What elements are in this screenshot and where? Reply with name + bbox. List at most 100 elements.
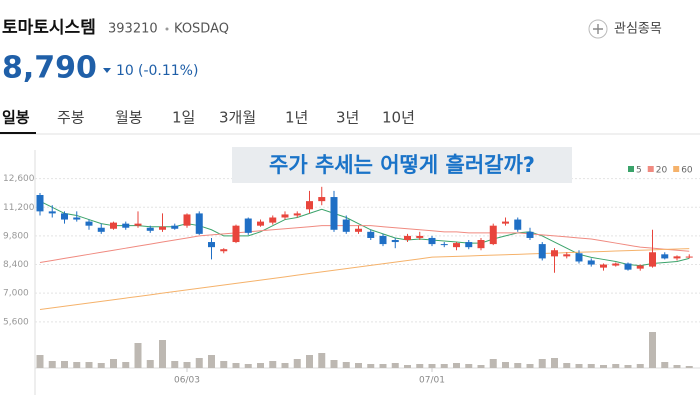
volume-bar: [122, 362, 130, 368]
watch-button[interactable]: 관심종목: [588, 19, 662, 39]
volume-bar: [330, 360, 338, 368]
y-tick-label: 12,600: [3, 174, 35, 184]
period-tab[interactable]: 1년: [285, 109, 308, 127]
volume-bar: [97, 363, 105, 368]
volume-bar: [612, 364, 620, 368]
candle-body: [85, 221, 93, 226]
price: 8,790: [2, 51, 97, 86]
candle-body: [563, 254, 571, 257]
market: KOSDAQ: [174, 22, 229, 37]
candle-body: [551, 250, 558, 257]
stock-code: 393210: [108, 22, 158, 37]
volume-bar: [281, 363, 289, 368]
volume-bar: [85, 362, 93, 368]
volume-bar: [428, 364, 436, 368]
candle-body: [220, 249, 228, 252]
period-tab[interactable]: 주봉: [57, 109, 85, 127]
legend-swatch: [647, 166, 654, 172]
volume-bar: [257, 363, 264, 368]
candle-body: [183, 214, 191, 226]
legend-label: 60: [681, 166, 693, 176]
volume-bar: [685, 366, 693, 368]
volume-bar: [342, 362, 350, 368]
volume-bar: [649, 332, 656, 368]
volume-bar: [244, 364, 252, 368]
volume-bar: [440, 364, 448, 368]
volume-bar: [416, 364, 424, 368]
y-tick-label: 7,000: [3, 289, 29, 299]
candle-body: [330, 197, 338, 230]
candle-body: [600, 264, 607, 268]
period-tab[interactable]: 1일: [172, 109, 195, 127]
candle-body: [367, 231, 375, 238]
legend-swatch: [673, 166, 680, 172]
candle-body: [685, 256, 693, 258]
legend: 5 20 60: [628, 166, 693, 176]
candle-body: [514, 219, 522, 230]
period-tab[interactable]: 3년: [336, 109, 359, 127]
volume-bar: [48, 361, 56, 368]
moving-average-line: [39, 200, 690, 267]
stock-name: 토마토시스템: [2, 18, 96, 38]
candle-body: [48, 211, 56, 214]
annotation: 주가 추세는 어떻게 흘러갈까?: [269, 153, 535, 177]
moving-average-line: [39, 248, 690, 311]
candle-body: [538, 244, 546, 259]
plus-icon: [593, 24, 603, 34]
candle-body: [661, 254, 669, 259]
candle-body: [232, 225, 240, 243]
volume-bar: [269, 361, 277, 368]
x-tick-label: 07/01: [419, 376, 445, 386]
volume-bar: [110, 359, 117, 368]
candle-body: [428, 237, 436, 245]
legend-label: 5: [636, 166, 642, 176]
legend-swatch: [628, 166, 634, 172]
volume-bar: [465, 364, 473, 368]
volume-bar: [293, 359, 301, 368]
candle-body: [61, 213, 68, 220]
period-tab[interactable]: 월봉: [115, 109, 143, 127]
watch-icon: [588, 19, 608, 39]
candle-body: [673, 256, 681, 259]
candle-body: [36, 195, 44, 212]
volume-bar: [624, 365, 632, 368]
volume-bar: [134, 343, 142, 368]
legend-label: 20: [656, 166, 668, 176]
candle-body: [146, 227, 154, 231]
volume-bar: [61, 361, 68, 368]
volume-bar: [208, 355, 215, 368]
x-tick-label: 06/03: [174, 376, 200, 386]
volume-bar: [563, 363, 571, 368]
candle-body: [195, 213, 203, 234]
candle-body: [379, 235, 387, 245]
volume-bar: [587, 364, 595, 368]
period-tabs: 일봉 주봉 월봉 1일 3개월 1년 3년 10년: [2, 109, 415, 127]
candle-body: [391, 240, 399, 243]
volume-bar: [477, 365, 485, 368]
volume-bar: [379, 364, 387, 368]
period-tab[interactable]: 10년: [382, 109, 415, 127]
volume-bar: [171, 361, 179, 368]
candle-body: [355, 228, 362, 232]
volume-bar: [318, 353, 326, 368]
candle-body: [575, 253, 583, 262]
candle-body: [269, 217, 277, 223]
candle-body: [134, 223, 142, 226]
volume-bar: [404, 365, 411, 368]
price-change-pct: (-0.11%): [138, 63, 198, 79]
volume-bar: [220, 361, 228, 368]
candle-body: [465, 242, 473, 248]
moving-average-line: [39, 225, 690, 263]
candle-body: [318, 197, 326, 202]
period-tab[interactable]: 일봉: [2, 109, 30, 127]
candle-body: [440, 244, 448, 246]
volume-bar: [600, 365, 607, 368]
price-change: 10: [116, 63, 134, 79]
period-tab[interactable]: 3개월: [219, 109, 256, 127]
volume-bar: [526, 364, 534, 368]
down-arrow: [103, 68, 111, 73]
candle-body: [122, 223, 130, 228]
candle-body: [649, 252, 656, 267]
volume-bar: [355, 363, 362, 368]
volume-bar: [502, 362, 509, 368]
